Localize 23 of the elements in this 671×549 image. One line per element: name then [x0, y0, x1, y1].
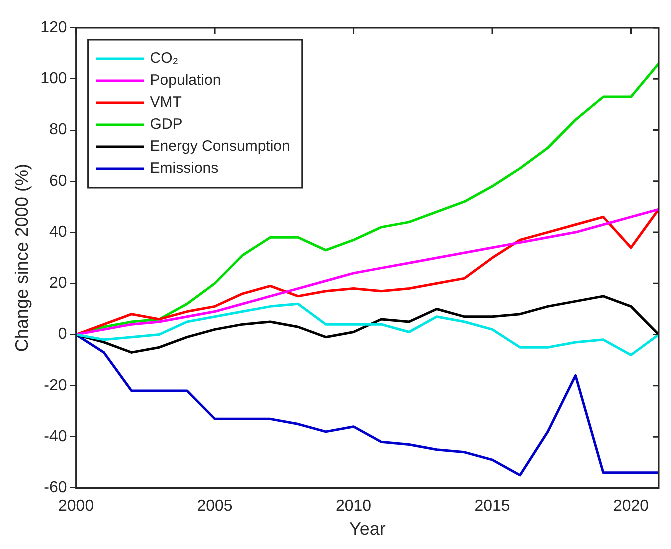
y-tick-label: 20 [50, 275, 68, 292]
legend-label: VMT [150, 94, 182, 112]
x-tick-label: 2005 [197, 498, 233, 516]
y-tick-label: 0 [58, 326, 68, 344]
legend-label: GDP [150, 116, 183, 134]
y-tick-label: -20 [44, 377, 68, 394]
x-axis-title: Year [349, 519, 386, 540]
y-tick-label: 100 [40, 70, 68, 88]
y-tick-label: -40 [44, 428, 68, 446]
y-tick-label: -60 [44, 480, 68, 497]
legend-label: Energy Consumption [150, 138, 290, 156]
y-axis-title: Change since 2000 (%) [12, 164, 32, 352]
x-tick-label: 2015 [474, 498, 510, 516]
legend-label: CO₂ [150, 50, 179, 68]
x-tick-label: 2010 [336, 498, 372, 516]
legend-label: Emissions [150, 160, 219, 178]
y-tick-label: 40 [50, 224, 68, 241]
y-tick-label: 80 [50, 122, 68, 139]
legend-label: Population [150, 72, 222, 90]
y-tick-label: 120 [40, 19, 68, 36]
x-tick-label: 2000 [58, 498, 94, 516]
y-tick-label: 60 [50, 172, 68, 190]
x-tick-label: 2020 [613, 498, 650, 516]
